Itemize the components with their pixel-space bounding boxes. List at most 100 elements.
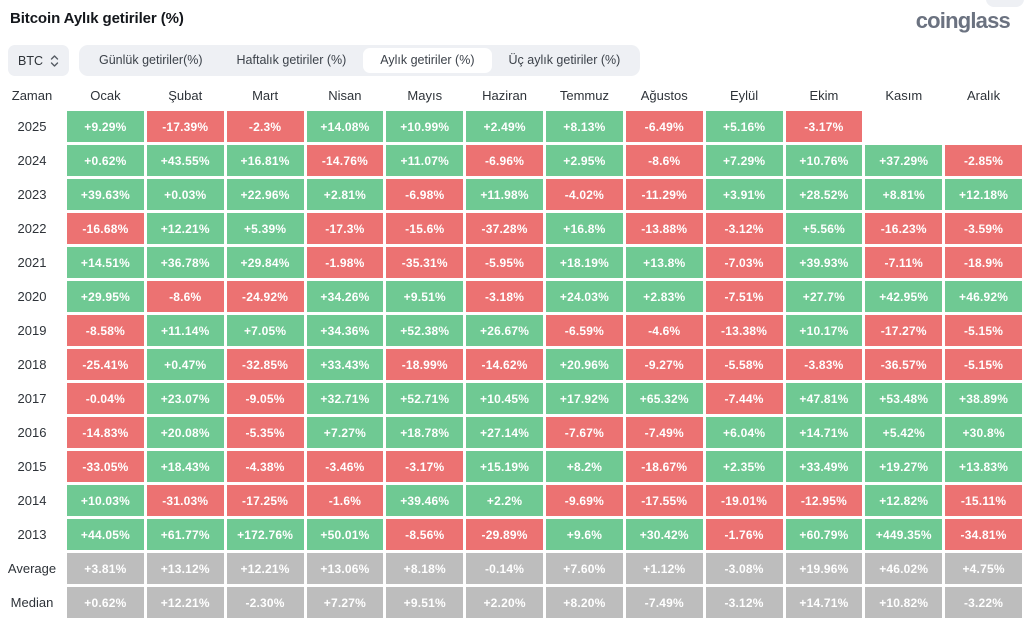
return-cell: +52.38% bbox=[386, 315, 464, 346]
return-cell: +28.52% bbox=[785, 179, 863, 210]
row-label: 2019 bbox=[17, 323, 47, 338]
return-cell: +33.43% bbox=[306, 349, 384, 380]
return-cell: -3.08% bbox=[705, 553, 783, 584]
symbol-select-label: BTC bbox=[18, 53, 43, 68]
return-cell: +22.96% bbox=[226, 179, 304, 210]
return-cell: -17.27% bbox=[865, 315, 943, 346]
page-header: Bitcoin Aylık getiriler (%) coinglass bbox=[0, 0, 1024, 38]
return-cell: +11.14% bbox=[146, 315, 224, 346]
return-cell: +32.71% bbox=[306, 383, 384, 414]
return-cell: +12.21% bbox=[146, 587, 224, 618]
return-cell: +1.12% bbox=[625, 553, 703, 584]
return-cell: -15.6% bbox=[386, 213, 464, 244]
return-cell: +2.2% bbox=[466, 485, 543, 516]
return-cell: -17.3% bbox=[306, 213, 384, 244]
return-cell: -6.49% bbox=[625, 111, 703, 142]
column-header-month: Ocak bbox=[90, 88, 121, 103]
return-cell: -25.41% bbox=[67, 349, 144, 380]
tab-weekly-returns[interactable]: Haftalık getiriler (%) bbox=[236, 53, 347, 67]
return-cell: +16.8% bbox=[546, 213, 623, 244]
return-cell: -24.92% bbox=[226, 281, 304, 312]
return-cell: -5.35% bbox=[226, 417, 304, 448]
return-cell: +13.06% bbox=[306, 553, 384, 584]
return-cell: +47.81% bbox=[785, 383, 863, 414]
return-cell: +8.13% bbox=[546, 111, 623, 142]
return-cell: -14.62% bbox=[466, 349, 543, 380]
return-cell: +53.48% bbox=[865, 383, 943, 414]
return-cell: +65.32% bbox=[625, 383, 703, 414]
return-cell: -3.12% bbox=[705, 587, 783, 618]
tab-daily-returns[interactable]: Günlük getiriler(%) bbox=[99, 53, 203, 67]
return-cell: +0.47% bbox=[146, 349, 224, 380]
column-header-time: Zaman bbox=[11, 88, 53, 103]
return-cell: -8.58% bbox=[67, 315, 144, 346]
returns-table: Zaman Ocak Şubat Mart Nisan Mayıs Haziran Temmu… bbox=[0, 83, 1022, 618]
return-cell: -3.12% bbox=[705, 213, 783, 244]
return-cell: +38.89% bbox=[945, 383, 1022, 414]
return-cell: +3.81% bbox=[67, 553, 144, 584]
row-label: 2024 bbox=[17, 153, 47, 168]
empty-cell bbox=[945, 111, 1022, 142]
chevron-up-down-icon bbox=[50, 54, 59, 67]
return-cell: +10.17% bbox=[785, 315, 863, 346]
return-cell: +4.75% bbox=[945, 553, 1022, 584]
return-cell: +39.46% bbox=[386, 485, 464, 516]
return-cell: -0.04% bbox=[67, 383, 144, 414]
return-cell: +36.78% bbox=[146, 247, 224, 278]
return-cell: -6.96% bbox=[466, 145, 543, 176]
return-cell: +8.2% bbox=[546, 451, 623, 482]
returns-tab-group: Günlük getiriler(%) Haftalık getiriler (… bbox=[79, 45, 641, 76]
tab-monthly-returns[interactable]: Aylık getiriler (%) bbox=[363, 48, 492, 73]
return-cell: -6.98% bbox=[386, 179, 464, 210]
return-cell: +12.21% bbox=[146, 213, 224, 244]
return-cell: -16.68% bbox=[67, 213, 144, 244]
return-cell: -3.17% bbox=[785, 111, 863, 142]
return-cell: -9.69% bbox=[546, 485, 623, 516]
return-cell: +16.81% bbox=[226, 145, 304, 176]
return-cell: -18.67% bbox=[625, 451, 703, 482]
column-header-month: Haziran bbox=[482, 88, 527, 103]
return-cell: -5.15% bbox=[945, 315, 1022, 346]
return-cell: -37.28% bbox=[466, 213, 543, 244]
return-cell: -17.39% bbox=[146, 111, 224, 142]
return-cell: +26.67% bbox=[466, 315, 543, 346]
return-cell: +11.98% bbox=[466, 179, 543, 210]
return-cell: +17.92% bbox=[546, 383, 623, 414]
return-cell: -3.22% bbox=[945, 587, 1022, 618]
return-cell: -2.3% bbox=[226, 111, 304, 142]
return-cell: -3.17% bbox=[386, 451, 464, 482]
return-cell: -5.15% bbox=[945, 349, 1022, 380]
return-cell: +449.35% bbox=[865, 519, 943, 550]
column-header-month: Şubat bbox=[168, 88, 203, 103]
return-cell: +2.81% bbox=[306, 179, 384, 210]
column-header-month: Eylül bbox=[729, 88, 759, 103]
return-cell: +61.77% bbox=[146, 519, 224, 550]
empty-cell bbox=[865, 111, 942, 142]
return-cell: -7.44% bbox=[705, 383, 783, 414]
row-label: 2013 bbox=[17, 527, 47, 542]
return-cell: +18.19% bbox=[546, 247, 623, 278]
return-cell: +7.29% bbox=[705, 145, 783, 176]
return-cell: -18.99% bbox=[386, 349, 464, 380]
column-header-month: Kasım bbox=[885, 88, 923, 103]
return-cell: -4.6% bbox=[625, 315, 703, 346]
coinglass-logo: coinglass bbox=[915, 8, 1011, 33]
row-label: 2020 bbox=[17, 289, 47, 304]
row-label: 2014 bbox=[17, 493, 47, 508]
tab-quarterly-returns[interactable]: Üç aylık getiriler (%) bbox=[508, 53, 621, 67]
symbol-select[interactable]: BTC bbox=[8, 45, 69, 76]
return-cell: -4.02% bbox=[546, 179, 623, 210]
return-cell: +14.51% bbox=[67, 247, 144, 278]
return-cell: -19.01% bbox=[705, 485, 783, 516]
return-cell: -5.95% bbox=[466, 247, 543, 278]
return-cell: +19.27% bbox=[865, 451, 943, 482]
return-cell: -29.89% bbox=[466, 519, 543, 550]
return-cell: -13.38% bbox=[705, 315, 783, 346]
return-cell: -3.83% bbox=[785, 349, 863, 380]
return-cell: -8.56% bbox=[386, 519, 464, 550]
return-cell: +13.83% bbox=[945, 451, 1022, 482]
return-cell: +20.08% bbox=[146, 417, 224, 448]
return-cell: +0.62% bbox=[67, 145, 144, 176]
return-cell: +5.39% bbox=[226, 213, 304, 244]
return-cell: -0.14% bbox=[466, 553, 543, 584]
